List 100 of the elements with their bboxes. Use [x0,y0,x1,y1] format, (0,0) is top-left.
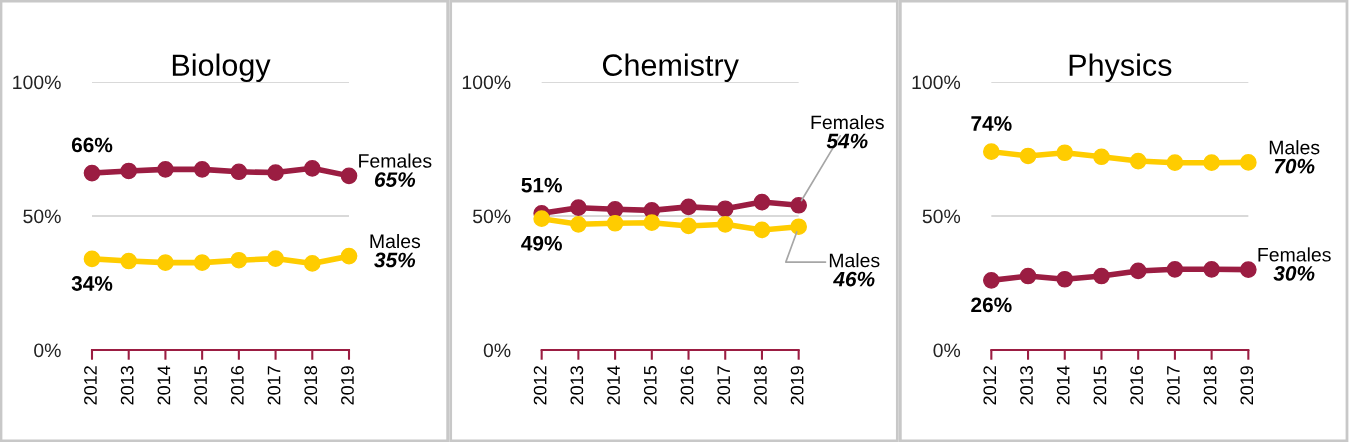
point [982,271,1000,289]
point [753,221,771,239]
text: Females [811,114,884,130]
point [606,214,624,232]
x-tick-label: 2018 [754,366,767,405]
point [790,196,808,214]
point [83,164,101,182]
point [1056,144,1074,162]
data-label: 35% [374,252,416,268]
x-tick-label: 2017 [717,366,731,405]
data-label: 74% [971,116,1012,131]
x-tick-label: 2015 [1093,366,1107,405]
x-tick-label: 2017 [267,366,281,405]
point [533,210,551,228]
x-tick-label: 2012 [983,366,997,405]
x-tick-label: 2016 [1130,366,1144,405]
point [1019,267,1037,285]
series-label: Females [359,153,432,168]
point [120,252,138,270]
point [1019,147,1037,165]
data-label: 70% [1274,158,1315,174]
point [1203,260,1220,278]
chart-title: Chemistry [602,53,739,82]
chart-title: Biology [172,53,271,82]
point [1093,148,1110,166]
y-tick-label: 0% [483,343,511,358]
point [1093,267,1110,285]
point [83,250,101,268]
x-tick-label: 2013 [120,366,134,405]
chart-title: Physics [1069,53,1172,82]
data-label: 65% [374,172,416,187]
data-label: 54% [826,133,868,149]
x-tick-label: 2017 [1166,366,1180,405]
point [570,215,587,233]
x-tick-label: 2014 [1056,365,1070,405]
point [790,218,808,236]
point [267,164,284,181]
point [230,251,248,269]
x-tick-label: 2013 [1020,366,1033,405]
y-tick-label: 50% [23,209,61,224]
data-label: 51% [521,177,562,193]
y-tick-label: 100% [13,75,61,90]
data-label: 66% [71,137,113,153]
data-label: 46% [833,271,875,287]
y-tick-label: 50% [472,209,511,224]
point [1239,261,1257,278]
x-tick-label: 2015 [643,366,657,405]
point [303,159,321,177]
point [680,217,697,235]
point [267,250,284,267]
x-tick-label: 2019 [1240,366,1254,405]
point [716,200,734,218]
point [303,255,321,272]
point [157,254,174,271]
x-tick-label: 2016 [230,366,244,405]
y-tick-label: 0% [933,343,961,358]
point [230,163,248,181]
x-tick-label: 2016 [680,366,694,405]
y-tick-label: 50% [922,209,961,224]
point [1166,154,1184,172]
x-tick-label: 2013 [570,366,584,405]
point [680,198,697,216]
point [716,215,734,233]
x-tick-label: 2019 [790,366,804,405]
y-tick-label: 100% [912,75,961,90]
point [1239,154,1257,171]
x-tick-label: 2014 [157,365,171,405]
data-label: 30% [1273,265,1315,281]
series-label: Males [829,253,880,268]
point [1129,262,1147,280]
x-tick-label: 2018 [1203,366,1217,405]
point [1166,260,1184,278]
x-tick-label: 2015 [194,366,207,405]
x-tick-label: 2012 [84,366,97,405]
point [340,247,358,265]
point [157,161,174,178]
point [1129,152,1147,170]
point [193,161,211,178]
x-tick-label: 2019 [341,366,354,405]
point [606,200,624,218]
data-label: 49% [521,235,562,251]
point [982,143,1000,161]
series-label: Females [1258,247,1331,262]
point [753,193,771,211]
series-label: Males [370,233,421,249]
point [120,162,138,180]
point [193,254,211,271]
y-tick-label: 100% [462,75,511,90]
series-label: Males [1269,140,1320,155]
point [570,199,587,217]
x-tick-label: 2014 [607,365,620,405]
x-tick-label: 2012 [533,366,547,405]
point [643,214,661,232]
data-label: 26% [971,297,1012,313]
point [340,167,358,185]
x-tick-label: 2018 [304,366,318,405]
y-tick-label: 0% [34,343,61,358]
point [1203,154,1220,172]
point [1056,270,1074,288]
data-label: 34% [71,276,113,291]
